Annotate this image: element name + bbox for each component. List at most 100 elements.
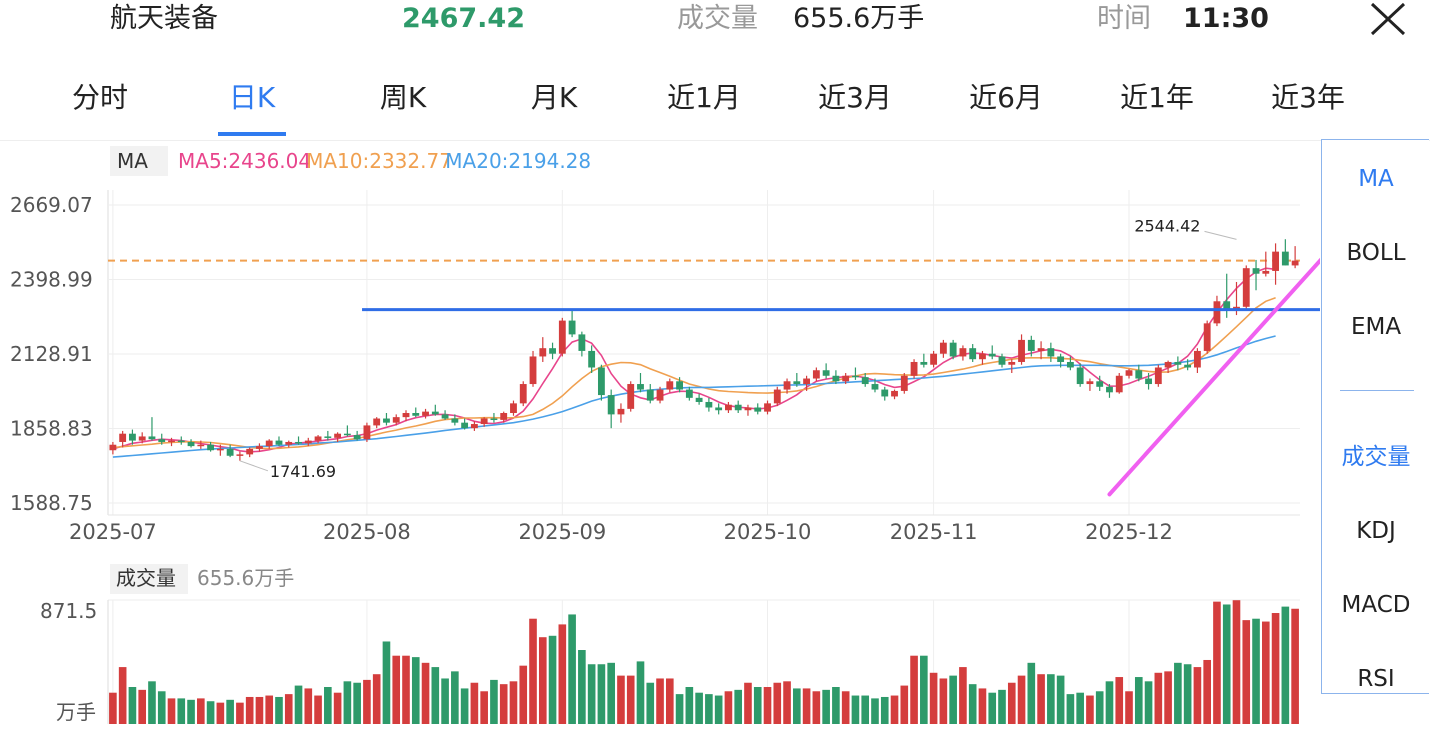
volume-bar: [968, 684, 977, 724]
volume-bar: [695, 692, 703, 724]
candle-body: [451, 418, 459, 423]
tab-0[interactable]: 分时: [30, 78, 170, 118]
volume-bar: [1115, 677, 1124, 724]
volume-bar: [490, 679, 498, 724]
candle-body: [803, 378, 811, 385]
volume-bar: [675, 694, 684, 724]
candle-body: [353, 435, 361, 440]
volume-bar: [597, 664, 606, 724]
volume-bar: [451, 671, 459, 724]
tab-1[interactable]: 日K: [182, 78, 322, 136]
candle-body: [1135, 370, 1143, 379]
volume-bar: [568, 614, 576, 724]
volume-bar: [871, 698, 879, 724]
candle-body: [656, 389, 664, 401]
candle-body: [695, 397, 703, 402]
candle-body: [1057, 356, 1065, 362]
volume-bar: [118, 667, 127, 724]
tab-5[interactable]: 近3月: [785, 78, 925, 118]
volume-bar: [773, 682, 782, 724]
candle-body: [617, 408, 625, 415]
candle-body: [1066, 361, 1074, 368]
volume-bar: [1242, 620, 1251, 724]
candle-body: [1184, 364, 1192, 368]
candle-body: [793, 381, 801, 385]
candle-body: [1018, 339, 1025, 362]
candle-body: [607, 395, 615, 415]
volume-bar: [148, 681, 156, 724]
candle-body: [1047, 348, 1055, 357]
volume-bar: [880, 696, 889, 724]
candle-body: [519, 384, 527, 404]
candle-body: [832, 375, 840, 382]
candle-body: [275, 440, 283, 445]
indicator-EMA[interactable]: EMA: [1350, 314, 1402, 340]
candle-body: [314, 436, 322, 441]
tab-4[interactable]: 近1月: [634, 78, 774, 118]
volume-bar: [275, 696, 283, 724]
ma-tag-bg: [110, 146, 168, 176]
volume-value-text: 655.6万手: [197, 566, 294, 590]
candle-body: [842, 375, 850, 382]
candle-body: [852, 375, 859, 378]
volume-bar: [802, 688, 811, 724]
volume-bar: [255, 696, 264, 724]
tab-7[interactable]: 近1年: [1087, 78, 1227, 118]
candle-body: [705, 401, 713, 408]
volume-bar: [763, 687, 772, 724]
active-tab-underline: [218, 132, 286, 136]
indicator-MA[interactable]: MA: [1358, 166, 1394, 192]
volume-bar: [587, 664, 596, 724]
tab-6[interactable]: 近6月: [936, 78, 1076, 118]
volume-bar: [607, 662, 615, 724]
volume-bar: [382, 641, 391, 724]
volume-bar: [1105, 681, 1114, 724]
indicator-RSI[interactable]: RSI: [1357, 666, 1395, 692]
candle-body: [969, 348, 977, 360]
volume-bar: [910, 655, 918, 724]
candle-body: [343, 433, 351, 436]
volume-bar: [998, 689, 1006, 724]
x-tick-label: 2025-12: [1085, 520, 1173, 544]
candle-body: [773, 389, 781, 404]
volume-bar: [1222, 604, 1231, 724]
volume-bar: [197, 698, 205, 724]
candle-body: [216, 448, 224, 451]
volume-bar: [685, 687, 694, 724]
candle-body: [754, 407, 762, 412]
candle-body: [1164, 361, 1172, 368]
indicator-BOLL[interactable]: BOLL: [1346, 240, 1406, 266]
tab-8[interactable]: 近3年: [1238, 78, 1378, 118]
candle-body: [285, 441, 293, 445]
candle-body: [1106, 386, 1113, 393]
volume-bar: [734, 689, 743, 724]
volume-bar: [167, 698, 176, 724]
ma5-line: [112, 267, 1276, 453]
tab-3[interactable]: 月K: [484, 78, 624, 118]
ma-tag: MA: [117, 149, 148, 173]
indicator-MACD[interactable]: MACD: [1341, 592, 1411, 618]
volume-bar: [138, 689, 147, 724]
volume-bar: [1232, 600, 1241, 724]
candle-body: [226, 448, 234, 456]
volume-bar: [392, 655, 401, 724]
volume-bar: [519, 665, 528, 724]
tab-2[interactable]: 周K: [333, 78, 473, 118]
legend-2: MA20:2194.28: [445, 149, 591, 173]
volume-bar: [1164, 671, 1172, 724]
volume-bar: [1154, 672, 1163, 724]
volume-bar: [538, 637, 547, 724]
indicator-成交量[interactable]: 成交量: [1341, 444, 1411, 470]
candle-body: [900, 375, 908, 391]
volume-bar: [978, 688, 987, 724]
close-button[interactable]: [1368, 2, 1408, 36]
volume-tag-bg: [110, 564, 188, 594]
indicator-KDJ[interactable]: KDJ: [1356, 518, 1396, 544]
volume-bar: [744, 682, 752, 724]
volume-bar: [920, 655, 928, 724]
volume-bar: [841, 691, 850, 724]
volume-bar: [226, 699, 234, 724]
annotation-high: 2544.42: [1134, 216, 1200, 235]
candle-body: [373, 418, 381, 426]
volume-bar: [665, 678, 674, 724]
